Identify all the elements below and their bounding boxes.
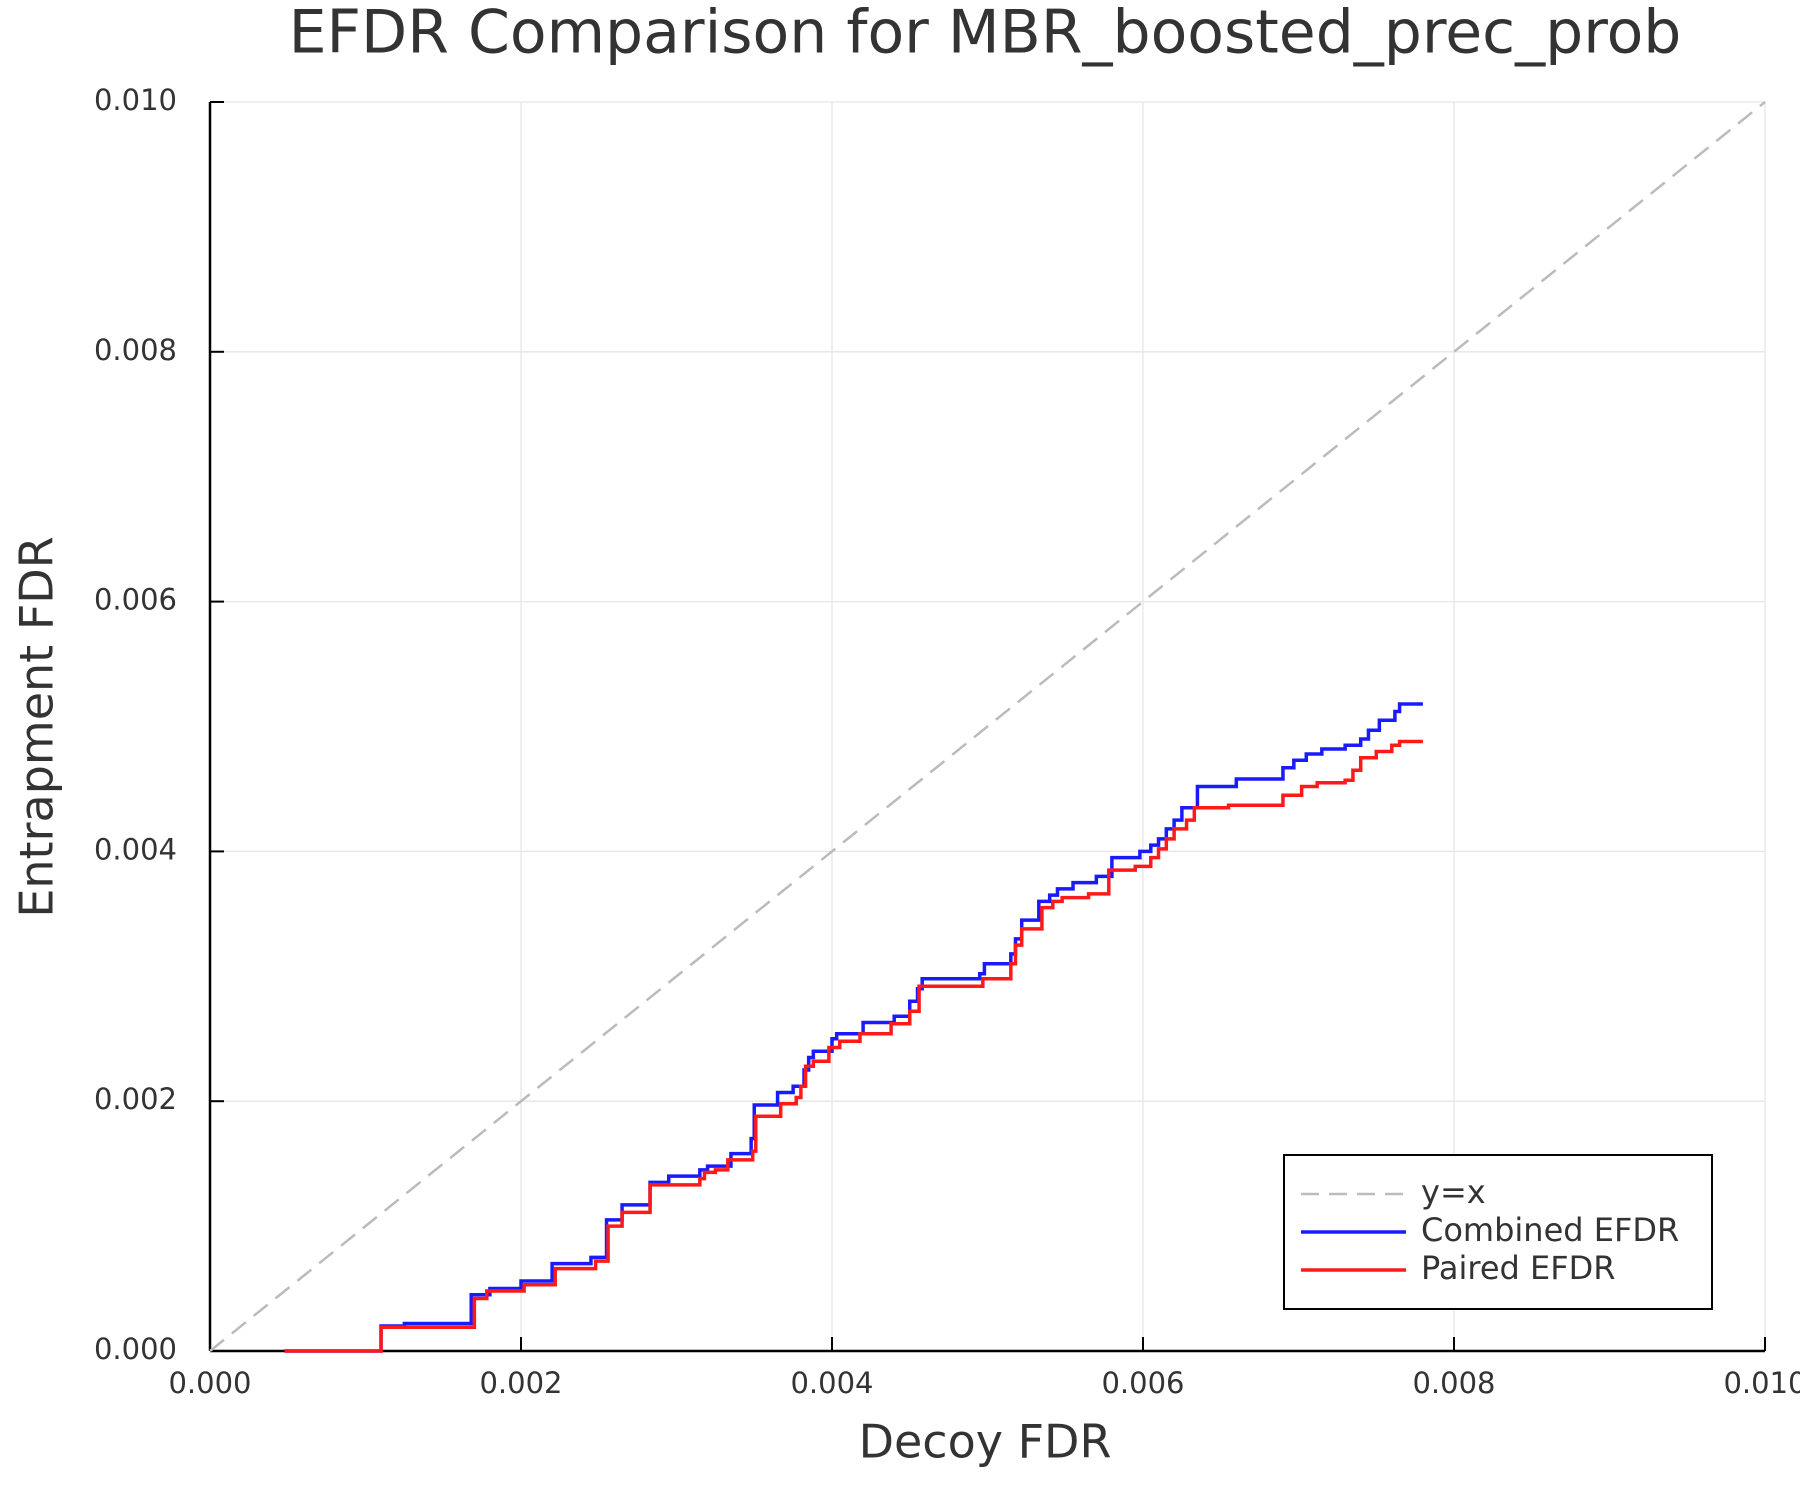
x-tick-label: 0.000 (168, 1366, 251, 1400)
x-tick-label: 0.006 (1101, 1366, 1184, 1400)
legend-label: Combined EFDR (1421, 1211, 1679, 1249)
series-line (209, 101, 1766, 1352)
y-tick-label: 0.000 (94, 1332, 177, 1366)
x-tick-label: 0.002 (479, 1366, 562, 1400)
x-tick-label: 0.008 (1412, 1366, 1495, 1400)
y-tick-label: 0.006 (94, 583, 177, 617)
series-line (284, 702, 1423, 1353)
legend-label: y=x (1421, 1173, 1486, 1211)
y-tick-label: 0.008 (94, 333, 177, 367)
y-tick-label: 0.002 (94, 1082, 177, 1116)
y-axis-label: Entrapment FDR (10, 536, 64, 917)
legend-label: Paired EFDR (1421, 1249, 1615, 1287)
x-tick-label: 0.004 (790, 1366, 873, 1400)
series-line (284, 739, 1423, 1353)
chart-title: EFDR Comparison for MBR_boosted_prec_pro… (289, 0, 1682, 68)
y-tick-label: 0.010 (94, 83, 177, 117)
x-tick-label: 0.010 (1723, 1366, 1800, 1400)
y-tick-label: 0.004 (94, 832, 177, 866)
x-axis-label: Decoy FDR (859, 1415, 1112, 1469)
